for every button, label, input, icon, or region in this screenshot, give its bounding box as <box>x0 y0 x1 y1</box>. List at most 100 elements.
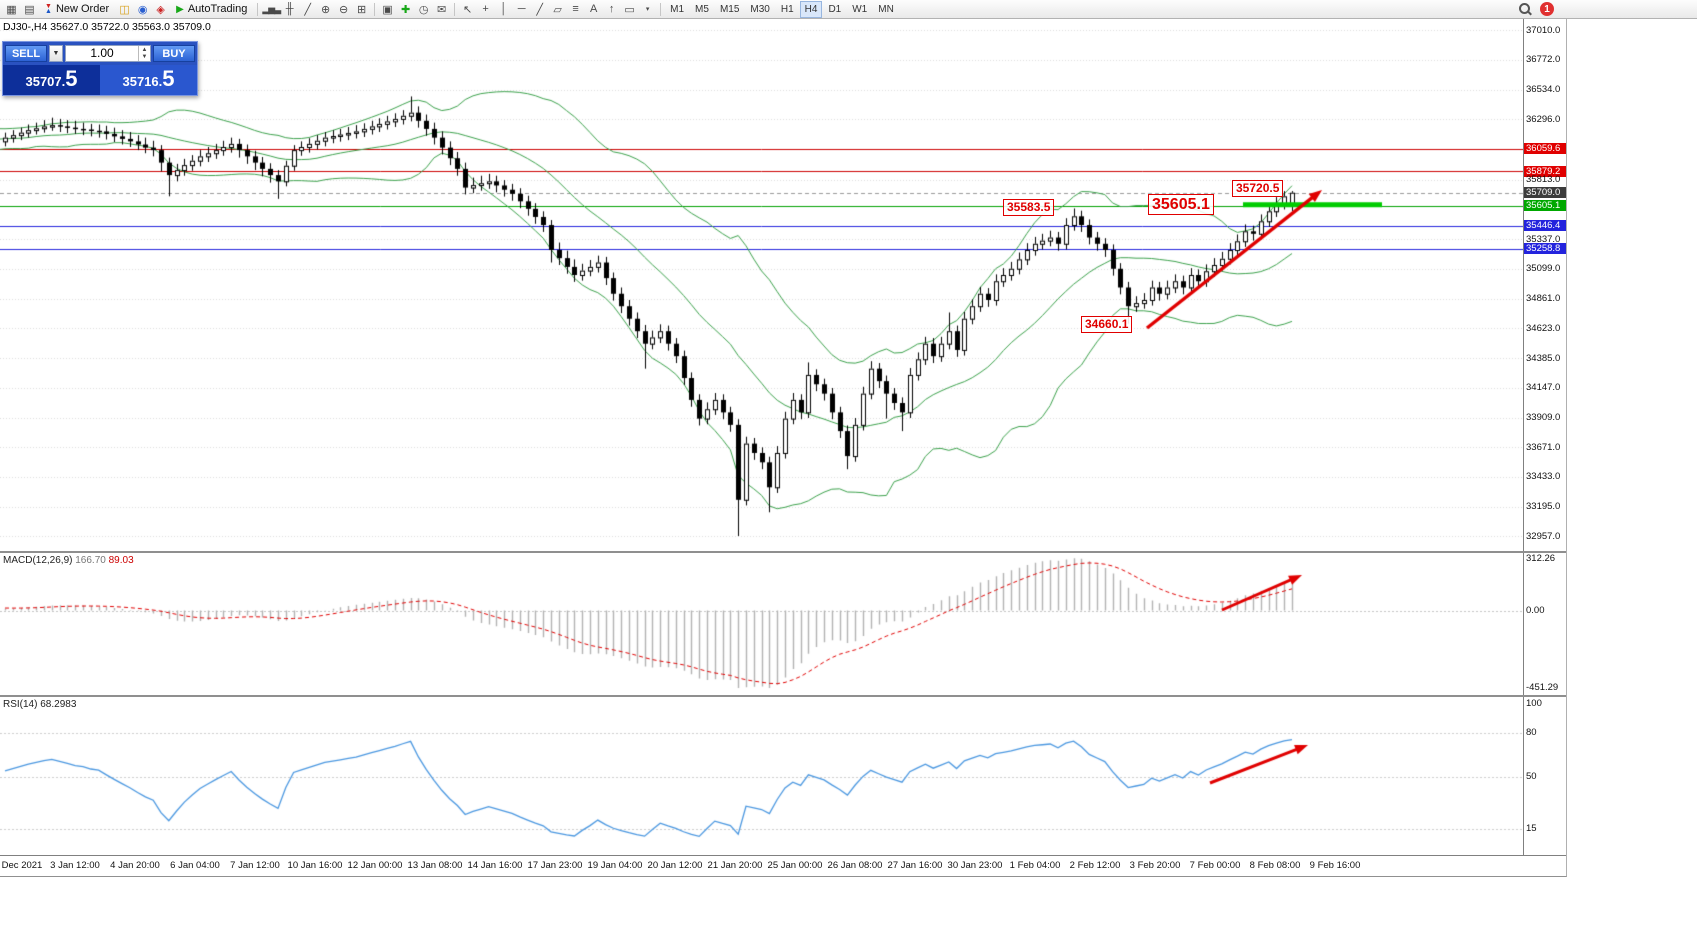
price-axis-label: 33433.0 <box>1526 471 1561 483</box>
price-axis-label: 35446.4 <box>1524 220 1566 231</box>
symbol-period-label: DJ30-,H4 <box>3 21 48 33</box>
sell-price[interactable]: 35707. 5 <box>3 65 100 95</box>
charts-icon[interactable]: ◫ <box>119 3 130 16</box>
new-chart-icon[interactable]: ▦ <box>6 3 17 16</box>
timeframe-w1[interactable]: W1 <box>852 3 868 15</box>
zoom-in-icon[interactable]: ⊕ <box>321 3 331 16</box>
volume-value[interactable]: 1.00 <box>90 46 114 60</box>
price-axis-label: 36534.0 <box>1526 84 1561 96</box>
macd-scale-label: 312.26 <box>1526 553 1556 564</box>
panel-separator[interactable] <box>0 551 1566 553</box>
timeframe-m30[interactable]: M30 <box>750 3 770 15</box>
time-axis-label: 21 Jan 20:00 <box>707 860 763 871</box>
price-axis-label: 35605.1 <box>1524 200 1566 212</box>
rsi-scale-label: 50 <box>1526 771 1537 782</box>
vertical-line-icon[interactable]: │ <box>500 3 508 15</box>
price-chart-canvas[interactable] <box>0 19 1523 551</box>
tile-windows-icon[interactable]: ⊞ <box>357 3 367 16</box>
macd-canvas[interactable] <box>0 553 1523 695</box>
rsi-scale-label: 80 <box>1526 727 1537 738</box>
panel-separator[interactable] <box>0 695 1566 697</box>
time-axis-label: 17 Jan 23:00 <box>527 860 583 871</box>
price-annotation[interactable]: 34660.1 <box>1081 316 1133 333</box>
time-axis-label: 9 Feb 16:00 <box>1309 860 1361 871</box>
time-axis-label: 12 Jan 00:00 <box>347 860 403 871</box>
auto-arrange-icon[interactable]: ▣ <box>382 3 393 16</box>
time-axis-label: 3 Feb 20:00 <box>1129 860 1181 871</box>
sell-price-main: 35707. <box>25 74 66 89</box>
price-axis-label: 33671.0 <box>1526 441 1561 453</box>
horizontal-line-icon[interactable]: ─ <box>517 3 526 15</box>
timeframe-d1[interactable]: D1 <box>828 3 842 15</box>
candlestick-chart-icon[interactable]: ╫ <box>285 3 294 15</box>
new-order-button[interactable]: ▼ ▲ New Order <box>39 1 115 17</box>
macd-label: MACD(12,26,9) 166.70 89.03 <box>3 555 134 566</box>
step-up-icon[interactable]: ▲ <box>141 46 148 53</box>
price-axis-label: 35813.0 <box>1526 174 1561 186</box>
cursor-icon[interactable]: ↖ <box>463 3 473 16</box>
time-axis-label: 4 Jan 20:00 <box>110 860 160 871</box>
ohlc-values: 35627.0 35722.0 35563.0 35709.0 <box>50 21 211 33</box>
time-axis-label: 30 Jan 23:00 <box>947 860 1003 871</box>
autotrading-button[interactable]: ▶ AutoTrading <box>170 1 253 17</box>
price-chart-pane: DJ30-,H4 35627.0 35722.0 35563.0 35709.0… <box>0 19 1566 551</box>
rsi-axis[interactable]: 100 80 50 15 <box>1523 697 1566 855</box>
volume-stepper[interactable]: ▲ ▼ <box>138 46 150 61</box>
time-axis[interactable]: Dec 2021 3 Jan 12:00 4 Jan 20:00 6 Jan 04:0… <box>0 855 1566 876</box>
profiles-icon[interactable]: ▤ <box>24 3 35 16</box>
templates-icon[interactable]: ✉ <box>437 3 447 16</box>
macd-name: MACD(12,26,9) <box>3 555 73 566</box>
price-axis-label: 35709.0 <box>1524 187 1566 199</box>
price-axis-label: 34147.0 <box>1526 382 1561 394</box>
periods-icon[interactable]: ◷ <box>418 3 429 16</box>
line-chart-icon[interactable]: ╱ <box>304 3 311 16</box>
macd-scale-label: 0.00 <box>1526 605 1545 616</box>
sell-price-frac: 5 <box>65 66 78 91</box>
timeframe-h4[interactable]: H4 <box>799 0 823 18</box>
price-axis-label: 35099.0 <box>1526 263 1561 275</box>
macd-pane: MACD(12,26,9) 166.70 89.03 312.26 0.00 -… <box>0 553 1566 695</box>
step-down-icon[interactable]: ▼ <box>141 53 148 60</box>
trendline-icon[interactable]: ╱ <box>536 3 543 16</box>
price-annotation[interactable]: 35605.1 <box>1148 194 1214 215</box>
timeframe-mn[interactable]: MN <box>878 3 894 15</box>
volume-input[interactable]: 1.00 ▲ ▼ <box>65 45 151 62</box>
chevron-down-icon[interactable]: ▾ <box>645 6 650 13</box>
text-tool-icon[interactable]: A <box>589 3 598 15</box>
price-annotation[interactable]: 35583.5 <box>1003 199 1055 216</box>
time-axis-label: 20 Jan 12:00 <box>647 860 703 871</box>
options-icon[interactable]: ◈ <box>156 3 165 16</box>
shapes-icon[interactable]: ▭ <box>624 3 635 16</box>
play-icon: ▶ <box>176 3 184 15</box>
equidistant-channel-icon[interactable]: ▱ <box>553 3 562 16</box>
rsi-canvas[interactable] <box>0 697 1523 855</box>
buy-button[interactable]: BUY <box>153 45 195 62</box>
time-axis-label: 13 Jan 08:00 <box>407 860 463 871</box>
crosshair-icon[interactable]: + <box>482 3 489 15</box>
macd-axis[interactable]: 312.26 0.00 -451.29 <box>1523 553 1566 695</box>
zoom-out-icon[interactable]: ⊖ <box>339 3 349 16</box>
search-icon[interactable] <box>1518 2 1532 16</box>
notification-badge[interactable]: 1 <box>1540 2 1554 16</box>
price-annotation[interactable]: 35720.5 <box>1232 180 1284 197</box>
bar-chart-icon[interactable]: ▂▅▃ <box>262 3 281 14</box>
price-axis-label: 36772.0 <box>1526 54 1561 66</box>
price-axis[interactable]: 37010.0 36772.0 36534.0 36296.0 36059.6 35879… <box>1523 19 1566 551</box>
rsi-pane: RSI(14) 68.2983 100 80 50 15 <box>0 697 1566 855</box>
price-axis-label: 35258.8 <box>1524 243 1566 255</box>
rsi-scale-label: 15 <box>1526 823 1537 834</box>
volume-dropdown[interactable]: ▼ <box>49 45 63 62</box>
sell-button[interactable]: SELL <box>5 45 47 62</box>
community-icon[interactable]: ◉ <box>137 3 148 16</box>
timeframe-m5[interactable]: M5 <box>695 3 709 15</box>
rsi-value: 68.2983 <box>40 699 77 710</box>
fibonacci-icon[interactable]: ≡ <box>572 3 579 15</box>
timeframe-m15[interactable]: M15 <box>719 3 740 15</box>
buy-price[interactable]: 35716. 5 <box>100 65 197 95</box>
arrow-object-icon[interactable]: ↑ <box>608 3 615 15</box>
price-axis-label: 35337.0 <box>1526 233 1561 245</box>
timeframe-m1[interactable]: M1 <box>670 3 685 15</box>
add-indicator-icon[interactable]: ✚ <box>401 3 411 16</box>
timeframe-h1[interactable]: H1 <box>780 3 794 15</box>
time-axis-label: 6 Jan 04:00 <box>170 860 220 871</box>
